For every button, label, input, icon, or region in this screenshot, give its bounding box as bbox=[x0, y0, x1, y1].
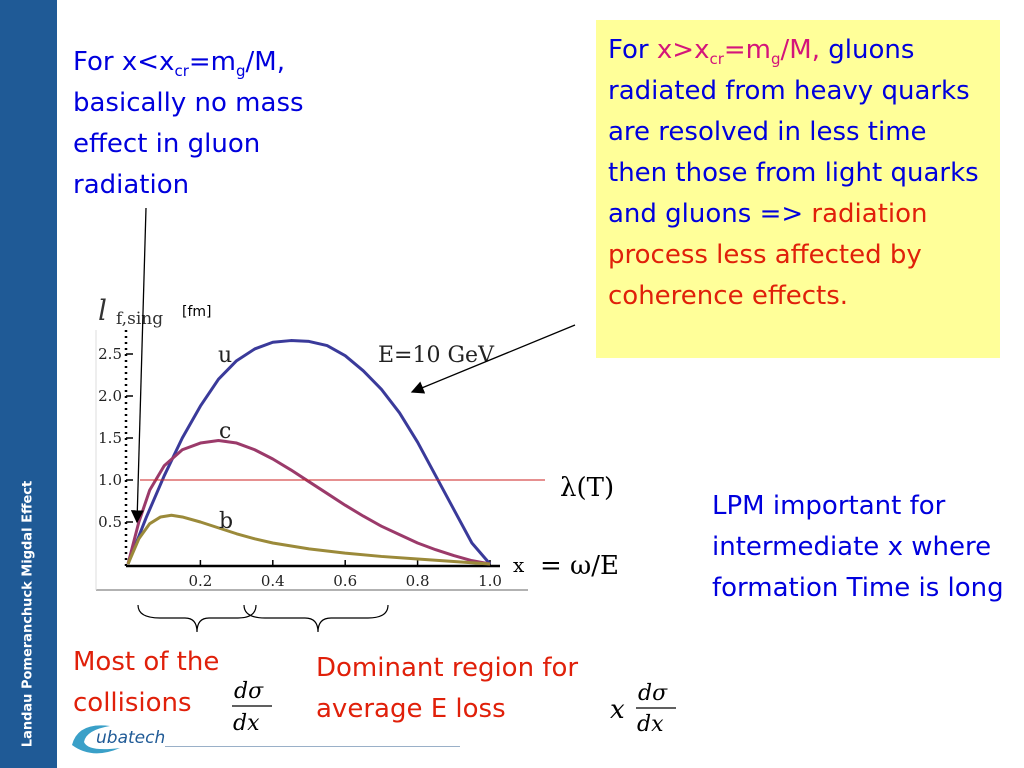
series-c-line bbox=[126, 439, 491, 566]
note-lpm: LPM important for intermediate x where f… bbox=[712, 491, 1004, 603]
logo-text: ubatech bbox=[96, 728, 166, 748]
x-tick-label: 0.8 bbox=[406, 572, 430, 590]
svg-text:x: x bbox=[610, 695, 625, 725]
x-tick-label: 0.4 bbox=[261, 572, 285, 590]
energy-annotation: E=10 GeV bbox=[378, 343, 495, 368]
y-tick-label: 2.0 bbox=[98, 387, 122, 405]
brace-collisions bbox=[137, 604, 257, 633]
lambda-label: λ(T) bbox=[560, 473, 614, 503]
series-c-label: c bbox=[219, 419, 231, 444]
arrow-low-x bbox=[130, 207, 147, 524]
y-tick-label: 1.0 bbox=[98, 471, 122, 489]
series-u-line bbox=[126, 339, 492, 565]
logo-rule bbox=[165, 746, 460, 747]
formula-x-dsigma-dx: x dσ dx bbox=[610, 681, 676, 737]
series-u-label: u bbox=[218, 343, 232, 368]
brace-dominant bbox=[243, 604, 389, 633]
note-low-x: For x<xcr=mg/M, basically no mass effect … bbox=[73, 47, 304, 200]
x-tick-label: 1.0 bbox=[478, 572, 502, 590]
x-tick-label: 0.2 bbox=[188, 572, 212, 590]
note-dominant: Dominant region for average E loss bbox=[316, 653, 579, 724]
y-unit: [fm] bbox=[182, 304, 212, 320]
series-b-line bbox=[126, 513, 491, 566]
svg-text:dσ: dσ bbox=[234, 679, 264, 704]
x-axis-label: x bbox=[513, 553, 525, 577]
sidebar: Landau Pomeranchuck Migdal Effect bbox=[0, 0, 57, 768]
note-collisions: Most of the collisions bbox=[73, 647, 220, 718]
y-tick-label: 1.5 bbox=[98, 429, 122, 447]
svg-text:dσ: dσ bbox=[638, 681, 668, 706]
formula-dsigma-dx: dσ dx bbox=[232, 679, 272, 736]
arrow-high-x bbox=[410, 324, 576, 394]
y-axis-label-sub: f,sing bbox=[116, 309, 163, 329]
x-axis-suffix: = ω/E bbox=[540, 551, 619, 581]
note-box-high-x: For x>xcr=mg/M, gluons radiated from hea… bbox=[596, 20, 1000, 358]
logo-swoosh-icon bbox=[72, 725, 120, 754]
y-axis-label: l bbox=[98, 294, 107, 327]
x-tick-label: 0.6 bbox=[333, 572, 357, 590]
svg-text:dx: dx bbox=[233, 711, 260, 736]
y-tick-label: 2.5 bbox=[98, 345, 122, 363]
series-b-label: b bbox=[219, 509, 233, 534]
y-tick-label: 0.5 bbox=[98, 513, 122, 531]
svg-text:dx: dx bbox=[637, 712, 664, 737]
